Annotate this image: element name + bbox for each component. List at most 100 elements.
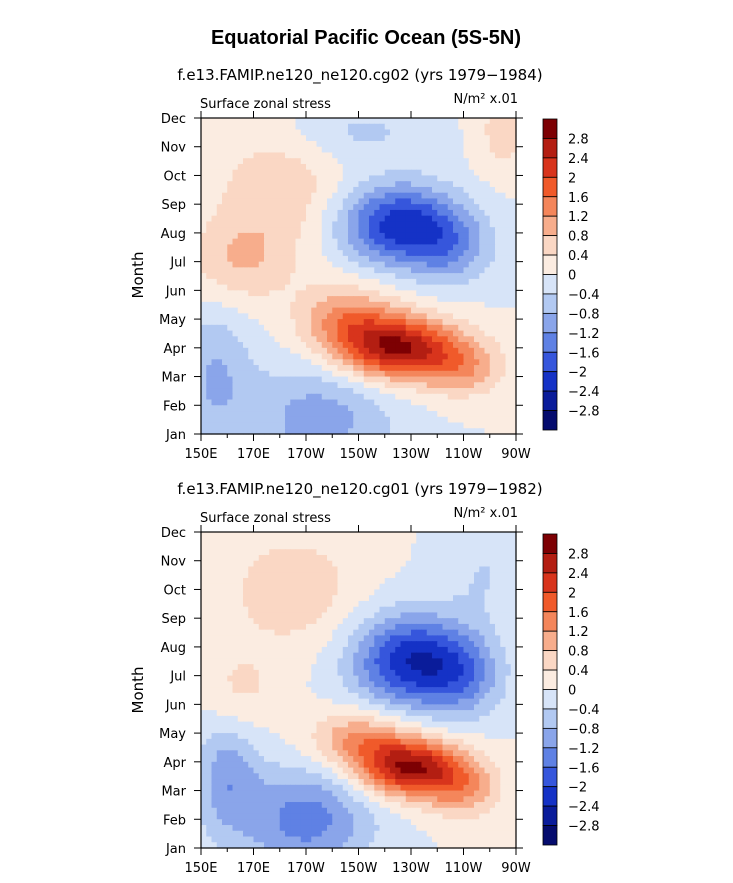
heatmap-cell [363,641,370,648]
heatmap-cell [243,118,249,125]
heatmap-cell [437,393,444,401]
heatmap-cell [379,359,386,366]
heatmap-cell [390,255,396,263]
heatmap-cell [416,336,423,343]
heatmap-cell [437,353,444,360]
heatmap-cell [395,198,402,205]
heatmap-cell [479,583,486,591]
heatmap-cell [432,261,438,268]
heatmap-cell [500,181,507,188]
heatmap-cell [484,658,491,665]
heatmap-cell [300,186,307,194]
heatmap-cell [311,376,318,383]
heatmap-cell [426,307,433,314]
heatmap-cell [463,623,470,631]
heatmap-cell [395,169,402,177]
heatmap-cell [269,652,276,659]
heatmap-cell [400,250,407,257]
heatmap-cell [216,618,223,625]
heatmap-cell [358,163,365,171]
heatmap-cell [327,140,333,148]
heatmap-cell [316,296,323,303]
heatmap-cell [505,336,512,343]
heatmap-cell [384,140,391,148]
heatmap-cell [479,146,486,154]
heatmap-cell [369,554,375,562]
heatmap-cell [227,543,234,550]
heatmap-cell [216,422,223,429]
heatmap-cell [316,583,323,591]
heatmap-cell [290,118,297,125]
heatmap-cell [342,192,349,200]
heatmap-cell [369,560,375,568]
heatmap-cell [253,652,260,659]
heatmap-cell [405,227,412,234]
heatmap-cell [243,405,249,412]
heatmap-cell [232,267,239,274]
heatmap-cell [300,365,307,372]
heatmap-cell [279,652,286,659]
heatmap-cell [316,227,323,234]
heatmap-cell [489,399,496,406]
heatmap-cell [327,589,333,596]
heatmap-cell [416,267,423,274]
heatmap-cell [274,422,281,429]
heatmap-cell [222,399,228,406]
heatmap-cell [489,669,496,677]
heatmap-cell [384,382,391,389]
heatmap-cell [295,411,302,418]
heatmap-cell [421,330,428,337]
heatmap-cell [426,301,433,309]
heatmap-cell [232,675,239,682]
heatmap-cell [321,388,328,395]
heatmap-cell [206,353,213,360]
heatmap-cell [342,273,349,280]
heatmap-cell [227,209,234,217]
heatmap-cell [358,405,365,412]
heatmap-cell [453,204,459,211]
heatmap-cell [274,577,281,585]
heatmap-cell [311,232,318,240]
heatmap-cell [316,669,323,677]
heatmap-cell [232,560,239,568]
heatmap-cell [379,416,386,424]
heatmap-cell [479,359,486,366]
heatmap-cell [311,238,318,245]
heatmap-cell [353,411,360,418]
heatmap-cell [463,158,470,165]
heatmap-cell [216,215,223,223]
heatmap-cell [400,146,407,154]
heatmap-cell [353,169,360,177]
heatmap-cell [274,221,281,228]
heatmap-cell [248,618,255,625]
heatmap-cell [258,342,265,349]
heatmap-cell [379,537,386,545]
heatmap-cell [489,324,496,332]
heatmap-cell [379,365,386,372]
heatmap-cell [269,681,276,688]
heatmap-cell [253,267,260,274]
heatmap-cell [395,238,402,245]
heatmap-cell [400,664,407,671]
heatmap-cell [468,382,475,389]
heatmap-cell [400,572,407,579]
heatmap-cell [411,537,417,545]
heatmap-cell [426,163,433,171]
heatmap-cell [274,336,281,343]
heatmap-cell [421,353,428,360]
heatmap-cell [248,365,255,372]
heatmap-cell [348,411,354,418]
heatmap-cell [468,629,475,637]
heatmap-cell [463,646,470,654]
heatmap-cell [479,278,486,286]
heatmap-cell [484,646,491,654]
heatmap-cell [479,198,486,205]
heatmap-cell [316,428,323,435]
heatmap-cell [405,549,412,556]
heatmap-cell [510,215,517,223]
heatmap-cell [348,232,354,240]
heatmap-cell [468,284,475,291]
heatmap-cell [447,215,454,223]
heatmap-cell [243,560,249,568]
heatmap-cell [363,675,370,682]
